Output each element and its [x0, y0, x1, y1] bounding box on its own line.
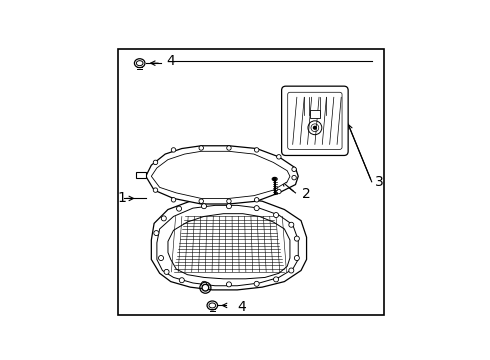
Circle shape	[277, 155, 281, 159]
Circle shape	[256, 149, 258, 151]
Circle shape	[172, 149, 174, 151]
Ellipse shape	[134, 59, 145, 68]
Circle shape	[155, 232, 158, 234]
Bar	[310, 110, 320, 118]
Text: 1: 1	[117, 192, 126, 206]
Polygon shape	[151, 151, 290, 198]
FancyBboxPatch shape	[282, 86, 348, 156]
Circle shape	[228, 147, 230, 149]
Circle shape	[199, 199, 203, 203]
Circle shape	[228, 200, 230, 202]
Circle shape	[227, 204, 231, 208]
FancyBboxPatch shape	[288, 92, 342, 149]
Circle shape	[172, 148, 175, 152]
Circle shape	[295, 237, 298, 240]
Circle shape	[227, 282, 231, 287]
Ellipse shape	[136, 61, 143, 66]
Circle shape	[154, 189, 157, 191]
Circle shape	[289, 222, 294, 227]
Circle shape	[277, 190, 281, 193]
Circle shape	[153, 161, 157, 164]
Circle shape	[172, 198, 175, 202]
Text: 2: 2	[302, 187, 311, 201]
Circle shape	[289, 268, 294, 273]
Circle shape	[255, 207, 258, 210]
Polygon shape	[157, 205, 298, 286]
Ellipse shape	[207, 301, 218, 310]
Circle shape	[294, 237, 299, 241]
Circle shape	[203, 205, 205, 208]
Circle shape	[164, 270, 169, 274]
Circle shape	[292, 167, 296, 171]
Circle shape	[180, 279, 183, 282]
Circle shape	[172, 199, 174, 201]
Circle shape	[255, 283, 258, 285]
Circle shape	[227, 146, 231, 150]
Ellipse shape	[209, 303, 216, 308]
Circle shape	[200, 200, 202, 202]
Circle shape	[177, 207, 181, 211]
Ellipse shape	[272, 177, 277, 181]
Circle shape	[255, 148, 259, 152]
Circle shape	[254, 206, 259, 210]
Text: 4: 4	[167, 54, 175, 68]
Circle shape	[292, 176, 296, 180]
Polygon shape	[136, 172, 146, 177]
Circle shape	[294, 256, 299, 260]
Circle shape	[202, 282, 206, 286]
Circle shape	[162, 217, 165, 220]
Circle shape	[178, 207, 180, 210]
Circle shape	[227, 283, 230, 286]
Circle shape	[202, 204, 206, 208]
Circle shape	[203, 286, 207, 290]
Circle shape	[160, 257, 162, 260]
Text: 3: 3	[375, 175, 384, 189]
Polygon shape	[168, 214, 290, 279]
Circle shape	[255, 198, 259, 202]
Circle shape	[162, 216, 166, 221]
Circle shape	[254, 282, 259, 286]
Circle shape	[278, 156, 280, 158]
Circle shape	[159, 256, 163, 260]
Circle shape	[295, 257, 298, 260]
Circle shape	[165, 270, 168, 273]
Circle shape	[314, 126, 316, 129]
Circle shape	[273, 177, 276, 180]
Text: 4: 4	[237, 300, 246, 314]
Circle shape	[274, 213, 278, 217]
Circle shape	[203, 283, 205, 285]
Circle shape	[256, 199, 258, 201]
Circle shape	[293, 168, 295, 170]
Circle shape	[227, 205, 230, 208]
Circle shape	[200, 147, 202, 149]
Circle shape	[227, 199, 231, 203]
Polygon shape	[151, 198, 307, 290]
Circle shape	[290, 269, 293, 272]
Circle shape	[290, 223, 293, 226]
Circle shape	[278, 190, 280, 193]
Circle shape	[275, 278, 277, 281]
Circle shape	[202, 284, 209, 291]
Circle shape	[154, 161, 157, 163]
Circle shape	[153, 188, 157, 192]
Circle shape	[293, 176, 295, 179]
Circle shape	[275, 214, 277, 216]
Circle shape	[274, 277, 278, 282]
Circle shape	[199, 146, 203, 150]
Circle shape	[154, 231, 159, 235]
Polygon shape	[146, 146, 298, 204]
Circle shape	[180, 278, 184, 283]
